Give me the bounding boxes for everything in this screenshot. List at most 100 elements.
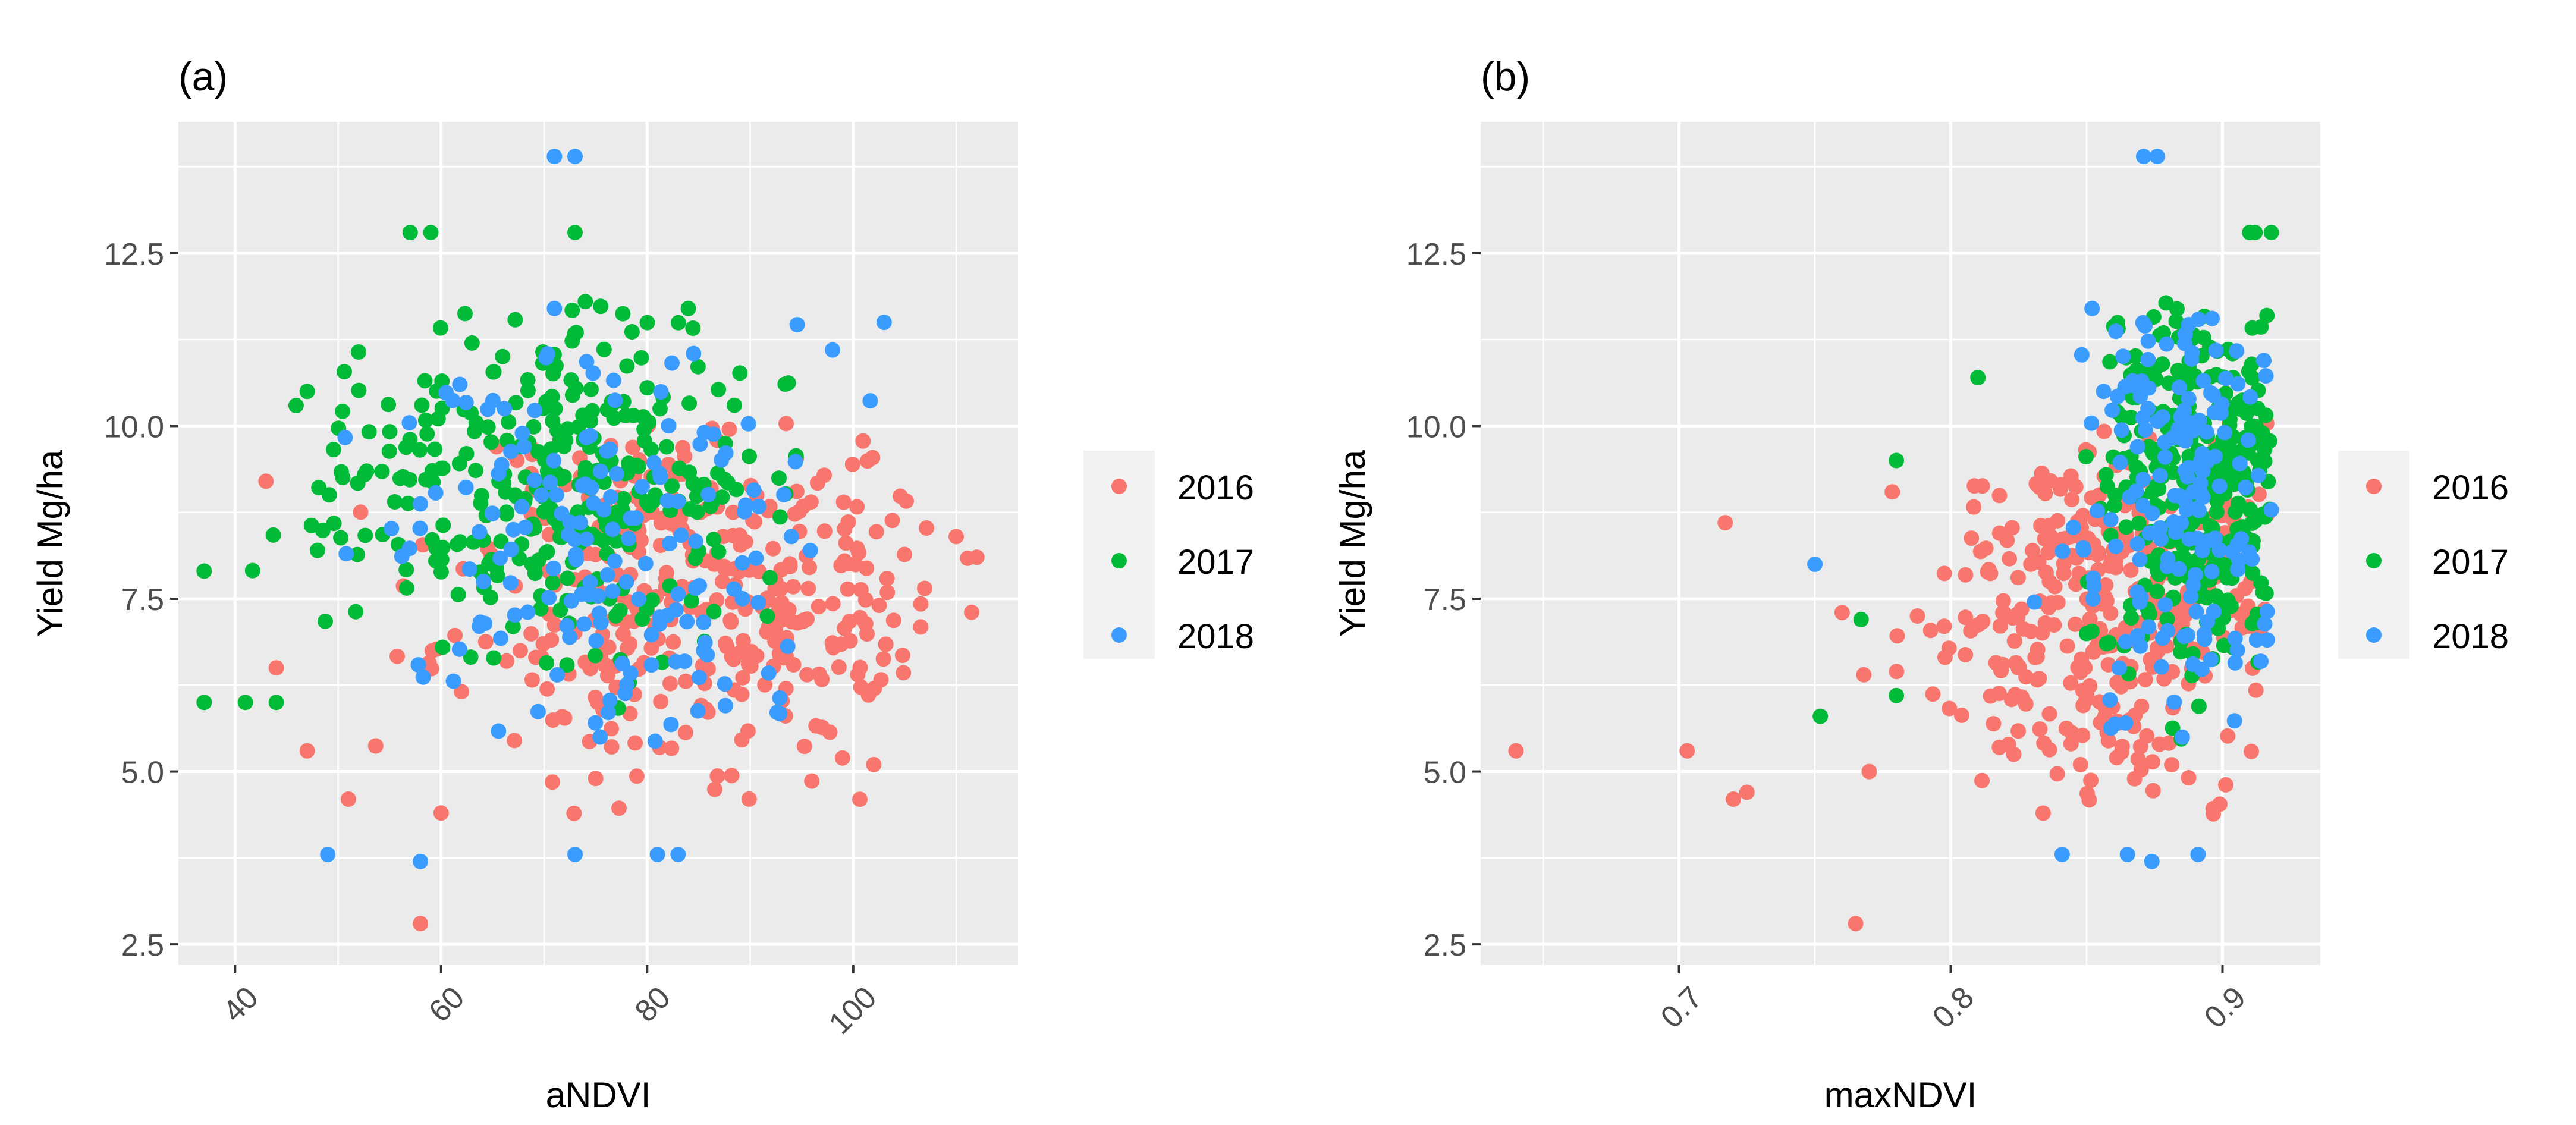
data-point-2018 (591, 605, 607, 621)
data-point-2016 (653, 693, 669, 709)
data-point-2017 (706, 604, 722, 620)
data-point-2018 (472, 614, 488, 630)
data-point-2016 (2002, 551, 2018, 567)
data-point-2018 (618, 677, 634, 693)
data-point-2016 (643, 640, 659, 656)
data-point-2017 (395, 469, 411, 485)
data-point-2016 (340, 791, 356, 807)
data-point-2016 (879, 571, 895, 586)
data-point-2017 (630, 458, 646, 474)
data-point-2018 (623, 665, 639, 681)
data-point-2016 (604, 721, 619, 737)
data-point-2018 (527, 403, 543, 419)
data-point-2017 (398, 562, 414, 578)
data-point-2016 (2126, 771, 2143, 787)
data-point-2016 (2244, 743, 2259, 759)
data-point-2016 (1889, 628, 1905, 644)
data-point-2016 (786, 657, 802, 673)
data-point-2018 (2054, 543, 2071, 560)
data-point-2017 (505, 618, 521, 634)
data-point-2018 (780, 639, 796, 654)
legend-key-2016 (2366, 479, 2382, 494)
data-point-2016 (721, 421, 737, 437)
data-point-2018 (415, 669, 431, 685)
data-point-2018 (2167, 524, 2184, 540)
data-point-2018 (384, 521, 400, 536)
data-point-2016 (2077, 659, 2093, 675)
data-point-2016 (1679, 743, 1695, 759)
data-point-2018 (686, 345, 702, 362)
data-point-2016 (709, 592, 725, 608)
data-point-2018 (706, 426, 721, 442)
data-point-2017 (2168, 313, 2184, 329)
data-point-2016 (885, 612, 901, 629)
data-point-2017 (486, 650, 502, 666)
data-point-2017 (2244, 320, 2260, 336)
data-point-2018 (2141, 619, 2157, 635)
data-point-2017 (634, 611, 651, 627)
data-point-2016 (2010, 723, 2026, 739)
data-point-2018 (662, 536, 677, 551)
data-point-2016 (2006, 633, 2022, 649)
data-point-2016 (268, 660, 284, 676)
data-point-2017 (2241, 363, 2257, 379)
data-point-2016 (778, 416, 794, 432)
data-point-2018 (621, 530, 637, 546)
legend-label-2017: 2017 (2432, 543, 2509, 582)
data-point-2018 (737, 504, 752, 520)
data-point-2016 (539, 681, 555, 697)
data-point-2017 (2149, 583, 2165, 599)
data-point-2017 (463, 649, 479, 665)
data-point-2018 (825, 342, 841, 358)
data-point-2016 (734, 732, 750, 748)
data-point-2018 (520, 604, 536, 620)
data-point-2016 (834, 750, 850, 766)
data-point-2018 (652, 466, 668, 482)
data-point-2017 (539, 655, 555, 671)
data-point-2017 (559, 657, 575, 673)
data-point-2016 (1941, 640, 1957, 656)
data-point-2018 (2172, 488, 2188, 504)
x-axis-label-b: maxNDVI (1824, 1075, 1977, 1115)
data-point-2017 (498, 506, 514, 522)
data-point-2017 (642, 497, 658, 513)
data-point-2017 (333, 530, 349, 546)
data-point-2017 (711, 382, 727, 398)
data-point-2017 (299, 384, 315, 400)
data-point-2016 (545, 774, 560, 790)
data-point-2016 (2037, 486, 2053, 502)
data-point-2017 (563, 372, 579, 388)
data-point-2017 (325, 442, 341, 458)
data-point-2016 (741, 791, 757, 807)
data-point-2018 (413, 853, 429, 869)
data-point-2017 (196, 563, 212, 579)
data-point-2016 (2041, 741, 2057, 758)
data-point-2016 (2041, 599, 2057, 615)
legend-key-2017 (2366, 553, 2382, 568)
data-point-2018 (2054, 847, 2070, 862)
data-point-2016 (2010, 570, 2026, 586)
data-point-2018 (561, 527, 577, 543)
data-point-2018 (546, 452, 562, 469)
data-point-2018 (492, 550, 508, 566)
data-point-2016 (1958, 567, 1974, 583)
data-point-2018 (2140, 351, 2156, 367)
data-point-2016 (852, 609, 868, 626)
data-point-2016 (1992, 618, 2008, 634)
data-point-2016 (2063, 736, 2079, 752)
y-axis-label-b: Yield Mg/ha (1333, 450, 1372, 637)
data-point-2017 (381, 443, 397, 459)
data-point-2016 (433, 805, 449, 821)
data-point-2018 (545, 561, 561, 576)
data-point-2018 (750, 595, 766, 611)
data-point-2016 (814, 719, 830, 736)
data-point-2018 (2103, 511, 2119, 527)
data-point-2018 (596, 502, 612, 518)
data-point-2017 (530, 552, 546, 568)
data-point-2018 (2256, 353, 2272, 369)
data-point-2018 (2159, 558, 2175, 574)
data-point-2018 (592, 729, 608, 745)
data-point-2018 (2137, 422, 2153, 438)
data-point-2018 (2065, 520, 2081, 535)
data-point-2018 (2090, 503, 2105, 519)
